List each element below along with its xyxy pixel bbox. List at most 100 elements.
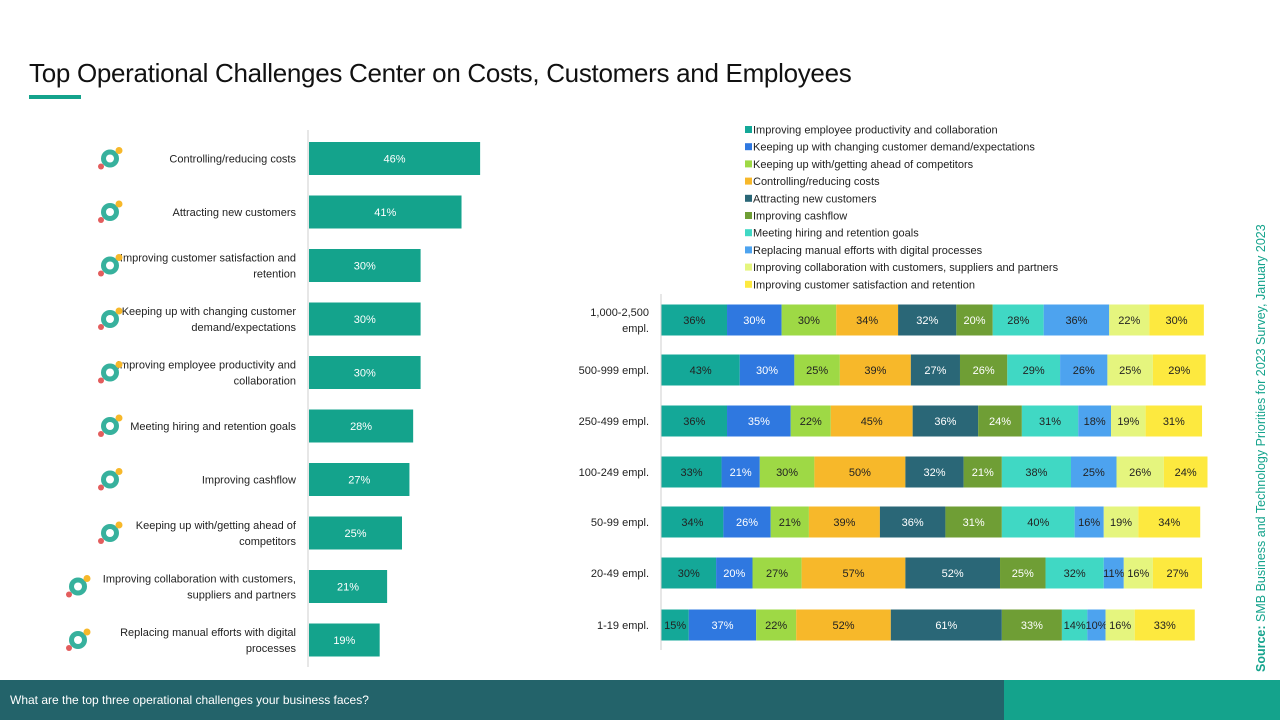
bar (309, 623, 380, 657)
segment-value-label: 36% (683, 315, 705, 327)
segment-value-label: 61% (935, 620, 957, 632)
category-label: demand/expectations (191, 322, 296, 334)
bar (309, 302, 421, 336)
stacked-segment (905, 557, 1001, 589)
bar-value-label: 41% (374, 207, 396, 219)
icon-dot (115, 468, 123, 475)
stacked-segment (945, 506, 1002, 538)
digital-process-icon (66, 628, 91, 651)
source-note: Source: SMB Business and Technology Prio… (1254, 212, 1268, 672)
segment-value-label: 16% (1109, 620, 1131, 632)
segment-value-label: 40% (1027, 517, 1049, 529)
icon-center (106, 368, 114, 377)
segment-value-label: 26% (973, 365, 995, 377)
category-label: collaboration (234, 376, 296, 388)
segment-value-label: 18% (1084, 416, 1106, 428)
segment-value-label: 31% (963, 517, 985, 529)
category-label: competitors (239, 536, 296, 548)
row-label: empl. (622, 323, 649, 335)
icon-dot (66, 591, 72, 598)
legend-swatch (745, 280, 752, 288)
stacked-segment (1138, 506, 1201, 538)
stacked-segment (1078, 405, 1112, 437)
legend-swatch (745, 246, 752, 254)
stacked-segment (770, 506, 809, 538)
category-label: processes (246, 643, 297, 655)
segment-value-label: 34% (856, 315, 878, 327)
legend-label: Controlling/reducing costs (753, 176, 880, 188)
stacked-segment (1107, 354, 1153, 386)
stacked-segment (1045, 557, 1104, 589)
row-label: 100-249 empl. (579, 467, 649, 479)
stacked-segment (661, 456, 722, 488)
segment-value-label: 25% (1012, 568, 1034, 580)
segment-value-label: 21% (730, 467, 752, 479)
stacked-segment (1134, 609, 1195, 641)
icon-dot (83, 575, 91, 582)
stacked-segment (1071, 456, 1117, 488)
stacked-segment (1000, 557, 1046, 589)
stacked-segment (1001, 506, 1075, 538)
icon-dot (115, 147, 123, 154)
segment-value-label: 38% (1025, 467, 1047, 479)
segment-value-label: 20% (723, 568, 745, 580)
bar (309, 570, 388, 603)
stacked-segment (814, 456, 906, 488)
segment-value-label: 32% (923, 467, 945, 479)
stacked-segment (661, 609, 689, 641)
segment-value-label: 27% (766, 568, 788, 580)
bar (309, 195, 462, 229)
legend-swatch (745, 194, 752, 202)
stacked-segment (794, 354, 840, 386)
icon-center (106, 422, 114, 430)
icon-dot (98, 217, 104, 223)
segment-value-label: 50% (849, 467, 871, 479)
segment-value-label: 31% (1039, 416, 1061, 428)
footer-question-bar: What are the top three operational chall… (0, 680, 1004, 720)
stacked-segment (716, 557, 753, 589)
stacked-segment (661, 304, 728, 336)
stacked-segment (1152, 557, 1203, 589)
stacked-segment (661, 506, 724, 538)
bar-value-label: 30% (354, 314, 376, 326)
legend-label: Keeping up with changing customer demand… (753, 142, 1035, 154)
segment-value-label: 30% (743, 315, 765, 327)
icon-center (106, 529, 114, 537)
bar-value-label: 30% (354, 261, 376, 273)
stacked-segment (808, 506, 880, 538)
segment-value-label: 32% (1064, 568, 1086, 580)
icon-dot (98, 377, 104, 384)
segment-value-label: 32% (916, 315, 938, 327)
segment-value-label: 33% (1021, 620, 1043, 632)
icon-center (106, 154, 114, 163)
segment-value-label: 35% (748, 416, 770, 428)
productivity-gears-icon (98, 361, 123, 384)
legend-label: Improving cashflow (753, 211, 847, 223)
stacked-segment (910, 354, 960, 386)
stacked-segment (1152, 354, 1206, 386)
segment-value-label: 28% (1007, 315, 1029, 327)
hiring-people-icon (98, 414, 123, 437)
legend-label: Improving employee productivity and coll… (753, 125, 998, 137)
stacked-segment (727, 405, 791, 437)
stacked-segment (739, 354, 795, 386)
stacked-segment (756, 609, 797, 641)
icon-center (74, 582, 82, 591)
segment-value-label: 29% (1168, 365, 1190, 377)
stacked-segment (781, 304, 837, 336)
icon-center (74, 636, 82, 644)
customers-stars-icon (98, 200, 123, 223)
row-label: 1,000-2,500 (590, 307, 649, 319)
icon-dot (98, 163, 104, 170)
segment-value-label: 24% (989, 416, 1011, 428)
stacked-segment (963, 456, 1002, 488)
segment-value-label: 26% (1073, 365, 1095, 377)
icon-center (106, 208, 114, 216)
bar-value-label: 46% (384, 154, 406, 166)
segment-value-label: 30% (678, 568, 700, 580)
stacked-segment (790, 405, 831, 437)
segment-value-label: 33% (681, 467, 703, 479)
legend-label: Meeting hiring and retention goals (753, 228, 919, 240)
segment-value-label: 39% (833, 517, 855, 529)
segment-value-label: 22% (1118, 315, 1140, 327)
